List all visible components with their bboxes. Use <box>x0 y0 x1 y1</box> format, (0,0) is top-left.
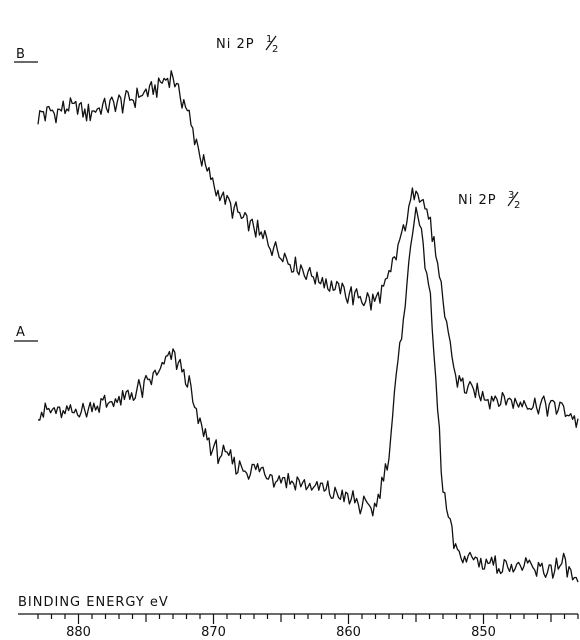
series-label-b: B <box>16 47 26 62</box>
x-tick-label-850: 850 <box>471 625 496 640</box>
peak-annotation-ni-2p-1-2-prefix: Ni 2P <box>216 37 255 52</box>
peak-annotation-ni-2p-1-2: Ni 2P 1 2 <box>216 34 279 55</box>
x-tick-label-860: 860 <box>336 625 361 640</box>
peak-annotation-ni-2p-3-2: Ni 2P 3 2 <box>458 190 521 211</box>
traces-group <box>37 70 579 583</box>
peak-annotation-ni-2p-1-2-slash <box>265 35 277 51</box>
x-axis-ticks: 880 870 860 850 <box>37 614 579 640</box>
peak-annotation-ni-2p-3-2-denominator: 2 <box>514 200 521 211</box>
peak-annotation-ni-2p-1-2-denominator: 2 <box>272 44 279 55</box>
peak-annotation-ni-2p-3-2-numerator: 3 <box>508 190 515 201</box>
series-line-a <box>37 206 579 583</box>
x-axis-title: BINDING ENERGY eV <box>18 595 169 610</box>
x-tick-label-870: 870 <box>201 625 226 640</box>
series-line-b <box>37 70 579 428</box>
series-label-a: A <box>16 325 26 340</box>
x-tick-label-880: 880 <box>66 625 91 640</box>
peak-annotation-ni-2p-1-2-numerator: 1 <box>266 34 273 45</box>
peak-annotation-ni-2p-3-2-slash <box>507 191 519 207</box>
peak-annotation-ni-2p-3-2-prefix: Ni 2P <box>458 193 497 208</box>
